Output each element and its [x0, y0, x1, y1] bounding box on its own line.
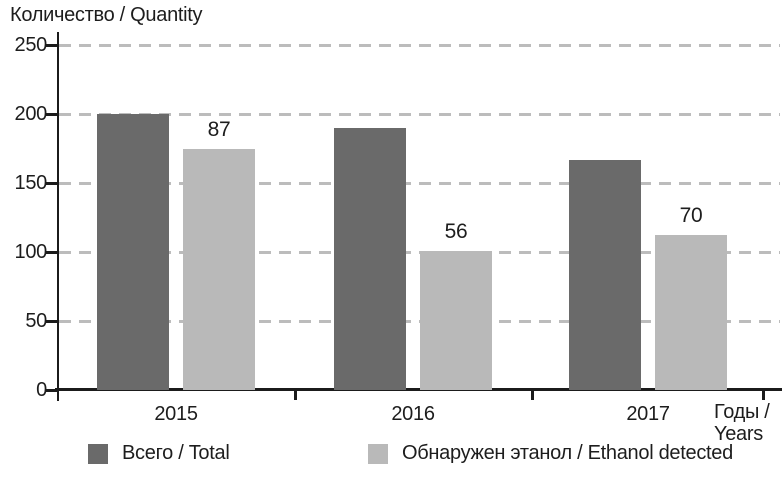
x-tick-3	[762, 388, 765, 400]
y-tick-label-50: 50	[25, 310, 47, 332]
legend-swatch-ethanol-icon	[368, 443, 388, 464]
bar-ethanol-2015	[183, 149, 255, 390]
y-tick-label-100: 100	[14, 241, 48, 263]
y-axis-line	[57, 32, 59, 401]
bar-value-label-2016: 56	[444, 220, 468, 243]
bar-total-2015	[97, 114, 169, 390]
bar-value-label-2017: 70	[679, 204, 703, 227]
x-category-label-2015: 2015	[154, 403, 198, 425]
x-axis-title-line1: Годы /	[714, 401, 770, 423]
y-tick-150	[45, 182, 58, 185]
x-category-label-2016: 2016	[391, 403, 435, 425]
y-tick-label-150: 150	[14, 172, 48, 194]
y-tick-50	[45, 320, 58, 323]
legend-label-ethanol: Обнаружен этанол / Ethanol detected	[402, 442, 733, 464]
gridline-50	[59, 320, 780, 323]
chart-title: Количество / Quantity	[10, 4, 203, 26]
x-axis-title: Годы / Years	[714, 401, 770, 445]
y-tick-label-250: 250	[14, 34, 48, 56]
gridline-100	[59, 251, 780, 254]
x-category-label-2017: 2017	[626, 403, 670, 425]
x-tick-1	[294, 388, 297, 400]
legend-label-total: Всего / Total	[122, 442, 230, 464]
y-tick-0	[45, 389, 58, 392]
y-tick-100	[45, 251, 58, 254]
x-axis-title-line2: Years	[714, 423, 763, 445]
gridline-250	[59, 44, 780, 47]
y-tick-label-0: 0	[36, 379, 47, 401]
x-tick-2	[531, 388, 534, 400]
y-tick-200	[45, 113, 58, 116]
legend-item-ethanol: Обнаружен этанол / Ethanol detected	[368, 443, 733, 464]
gridline-200	[59, 113, 780, 116]
y-tick-250	[45, 44, 58, 47]
legend-swatch-total-icon	[88, 443, 108, 464]
x-axis-line	[55, 388, 782, 391]
bar-total-2016	[334, 128, 406, 390]
y-tick-label-200: 200	[14, 103, 48, 125]
legend-item-total: Всего / Total	[88, 442, 230, 464]
bar-ethanol-2017	[655, 235, 727, 390]
bar-total-2017	[569, 160, 641, 390]
gridline-150	[59, 182, 780, 185]
bar-value-label-2015: 87	[207, 118, 231, 141]
bar-ethanol-2016	[420, 251, 492, 390]
